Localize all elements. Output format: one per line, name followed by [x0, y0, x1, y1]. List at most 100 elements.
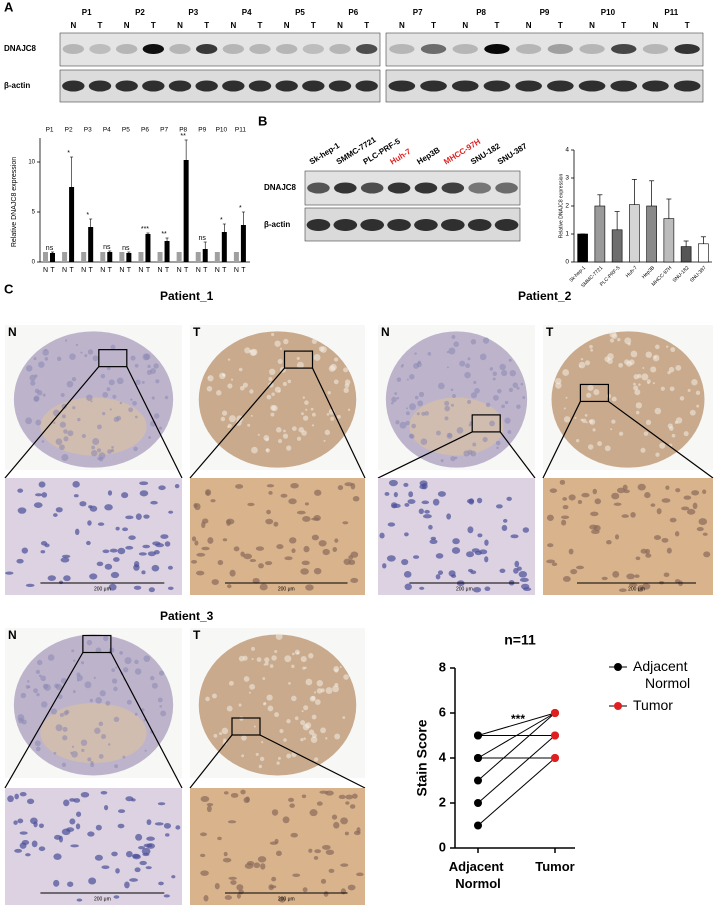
ihc-texture — [91, 449, 98, 457]
ihc-texture — [256, 657, 262, 662]
zoom-line — [189, 734, 233, 789]
ihc-texture — [300, 412, 304, 416]
ihc-nucleus — [217, 836, 222, 841]
ihc-texture — [130, 398, 133, 401]
ihc-nucleus — [352, 495, 360, 502]
blot-band — [168, 80, 192, 92]
ihc-texture — [241, 735, 247, 741]
ihc-nucleus — [290, 482, 299, 489]
point — [551, 731, 559, 740]
ihc-nucleus — [171, 875, 176, 879]
ihc-nucleus — [484, 556, 489, 563]
ihc-texture — [271, 392, 275, 397]
ihc-nucleus — [340, 817, 348, 825]
ihc-nucleus — [568, 548, 574, 555]
ihc-texture — [56, 356, 62, 361]
ihc-texture — [463, 450, 470, 457]
zoom-box — [283, 350, 314, 369]
ihc-texture — [276, 761, 280, 765]
blot-band — [547, 44, 574, 54]
ihc-nucleus — [675, 488, 681, 493]
ihc-nucleus — [337, 485, 344, 491]
ihc-texture — [251, 446, 258, 454]
ihc-texture — [328, 365, 336, 372]
ihc-texture — [611, 396, 617, 402]
lane-label: P8 — [476, 8, 486, 17]
ihc-nucleus — [516, 566, 522, 571]
ihc-texture — [414, 352, 417, 355]
ihc-nucleus — [562, 576, 571, 582]
ihc-texture — [71, 750, 78, 758]
ihc-nucleus — [88, 877, 97, 885]
ihc-nucleus — [265, 518, 274, 525]
ihc-texture — [302, 396, 306, 399]
ihc-nucleus — [549, 488, 558, 493]
ihc-texture — [291, 652, 295, 656]
patient-title: Patient_3 — [160, 609, 214, 623]
ihc-nucleus — [247, 502, 255, 507]
ihc-texture — [296, 436, 302, 441]
ihc-nucleus — [146, 819, 152, 826]
ihc-texture — [151, 682, 158, 689]
ihc-zoom — [5, 788, 182, 905]
bar — [81, 252, 87, 262]
ihc-texture — [507, 429, 512, 434]
y-tick-label: 3 — [565, 175, 569, 182]
ihc-texture — [126, 699, 132, 705]
lane-group-label: N — [526, 21, 532, 30]
ihc-texture — [618, 362, 623, 368]
ihc-nucleus — [328, 868, 335, 873]
ihc-nucleus — [270, 885, 277, 889]
ihc-texture — [314, 699, 321, 705]
lane-group-label: N — [589, 21, 595, 30]
ihc-texture — [274, 340, 281, 347]
ihc-nucleus — [437, 570, 444, 575]
ihc-nucleus — [86, 540, 91, 546]
ihc-nucleus — [650, 503, 656, 507]
series-label: T — [50, 267, 55, 274]
blot-band — [115, 80, 138, 92]
series-label: T — [146, 267, 151, 274]
ihc-texture — [278, 390, 281, 393]
ihc-nucleus — [630, 511, 636, 518]
legend-label: Adjacent Normol — [633, 658, 691, 691]
ihc-texture — [44, 684, 51, 691]
ihc-texture — [643, 431, 649, 436]
ihc-nucleus — [273, 521, 279, 527]
ihc-texture — [106, 387, 111, 392]
bar — [157, 252, 163, 262]
ihc-nucleus — [501, 524, 508, 532]
ihc-nucleus — [323, 890, 329, 897]
zoom-line — [126, 366, 183, 479]
ihc-nucleus — [113, 557, 120, 562]
zoom-box — [579, 383, 610, 403]
ihc-nucleus — [21, 839, 30, 846]
ihc-texture — [150, 368, 157, 374]
ihc-texture — [578, 365, 582, 368]
ihc-texture — [665, 345, 669, 348]
ihc-nucleus — [244, 863, 254, 869]
ihc-texture — [38, 674, 42, 678]
ihc-nucleus — [21, 547, 28, 554]
ihc-nucleus — [616, 487, 626, 494]
ihc-texture — [148, 436, 151, 439]
ihc-nucleus — [589, 524, 598, 530]
ihc-texture — [641, 373, 649, 381]
ihc-texture — [69, 353, 76, 360]
ihc-nucleus — [142, 544, 151, 549]
lane-label: P6 — [348, 8, 358, 17]
ihc-texture — [94, 727, 101, 734]
cell-line-label: Hep3B — [415, 145, 441, 166]
ihc-nucleus — [613, 502, 622, 506]
ihc-texture — [241, 754, 245, 758]
ihc-texture — [337, 414, 341, 419]
ihc-nucleus — [313, 856, 319, 860]
ihc-texture — [65, 709, 70, 715]
ihc-texture — [563, 416, 571, 423]
series-label: T — [184, 267, 189, 274]
blot-band — [440, 219, 465, 231]
ihc-texture — [305, 408, 308, 411]
ihc-texture — [108, 379, 115, 386]
ihc-nucleus — [255, 546, 265, 551]
ihc-texture — [343, 674, 349, 680]
